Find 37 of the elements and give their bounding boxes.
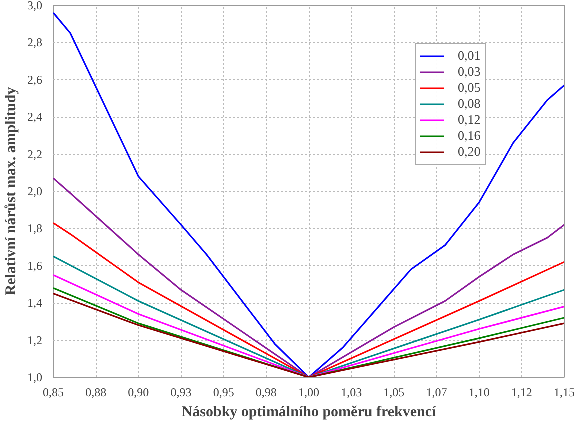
x-tick-label: 1,07 <box>426 386 448 400</box>
x-tick-label: 1,03 <box>341 386 362 400</box>
legend-label: 0,12 <box>458 112 481 128</box>
y-tick-label: 2,4 <box>28 110 42 124</box>
legend-label: 0,08 <box>458 96 481 112</box>
legend-label: 0,05 <box>458 80 481 96</box>
x-axis-title: Násobky optimálního poměru frekvencí <box>182 404 437 420</box>
line-series <box>54 222 564 378</box>
y-tick-label: 1,8 <box>28 222 42 236</box>
y-tick-label: 1,2 <box>28 333 42 348</box>
line-series <box>54 256 564 378</box>
y-tick-label: 1,4 <box>28 296 42 310</box>
x-tick-label: 1,15 <box>554 386 575 400</box>
legend-label: 0,01 <box>458 48 481 64</box>
x-tick-label: 0,95 <box>213 386 234 400</box>
x-tick-label: 0,93 <box>170 386 192 400</box>
legend-label: 0,20 <box>458 144 481 160</box>
legend-label: 0,03 <box>458 64 481 80</box>
x-tick-label: 0,85 <box>43 386 64 400</box>
y-tick-label: 2,2 <box>28 147 42 162</box>
x-tick-label: 0,98 <box>256 386 277 400</box>
line-series <box>54 178 564 378</box>
legend-label: 0,16 <box>458 128 481 144</box>
y-tick-label: 2,0 <box>28 184 42 198</box>
y-axis-title: Relativní nárůst max. amplitudy <box>4 86 20 296</box>
x-tick-label: 1,10 <box>468 386 490 400</box>
x-tick-label: 1,00 <box>298 386 320 400</box>
y-tick-label: 1,0 <box>28 370 42 384</box>
line-series <box>54 12 564 378</box>
y-tick-label: 3,0 <box>28 0 42 12</box>
y-tick-label: 2,8 <box>28 36 42 50</box>
x-tick-label: 1,12 <box>511 386 532 400</box>
x-tick-label: 1,05 <box>384 386 405 400</box>
y-tick-label: 2,6 <box>28 72 42 87</box>
y-tick-label: 1,6 <box>28 258 42 273</box>
x-tick-label: 0,90 <box>128 386 150 400</box>
x-tick-label: 0,88 <box>86 386 107 400</box>
